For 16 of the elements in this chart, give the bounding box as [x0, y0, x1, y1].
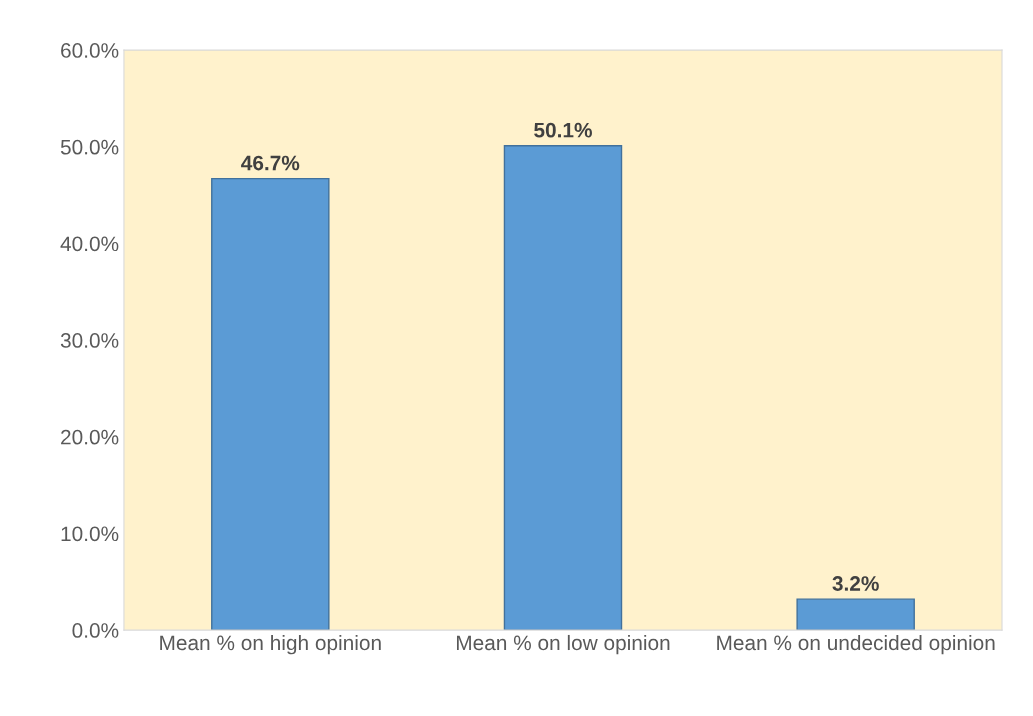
data-label: 50.1%	[534, 122, 592, 138]
bar	[211, 177, 330, 631]
data-label: 46.7%	[241, 155, 300, 171]
bar	[503, 145, 623, 631]
x-tick-label: Mean % on high opinion	[160, 634, 381, 655]
x-tick-label: Mean % on low opinion	[456, 634, 670, 655]
y-tick-label: 20.0%	[61, 429, 119, 445]
y-tick-label: 30.0%	[60, 333, 119, 348]
bar	[796, 598, 915, 631]
y-tick-label: 40.0%	[60, 236, 119, 252]
data-label: 3.2%	[832, 576, 879, 591]
y-tick-label: 50.0%	[60, 139, 119, 155]
y-tick-label: 60.0%	[61, 43, 119, 58]
y-tick-label: 10.0%	[61, 526, 119, 542]
y-tick-label: 0.0%	[72, 623, 119, 638]
x-tick-label: Mean % on undecided opinion	[717, 634, 995, 655]
